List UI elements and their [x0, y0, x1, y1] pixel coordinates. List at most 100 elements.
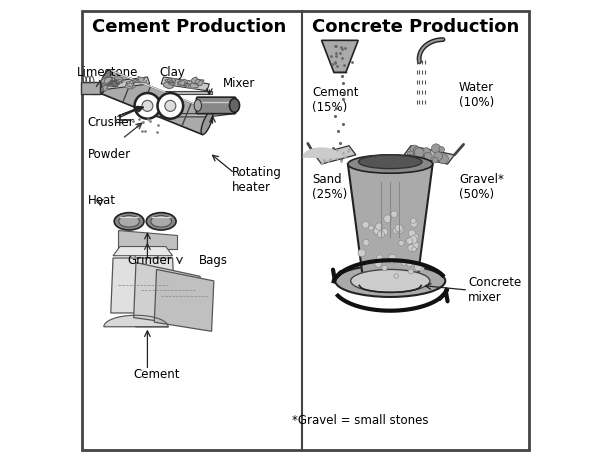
- Polygon shape: [177, 79, 188, 86]
- Text: Rotating
heater: Rotating heater: [232, 166, 282, 194]
- Text: Limestone: Limestone: [77, 66, 138, 79]
- Circle shape: [434, 152, 442, 160]
- Text: Concrete Production: Concrete Production: [312, 18, 519, 35]
- Polygon shape: [132, 80, 141, 83]
- Ellipse shape: [335, 265, 445, 297]
- Circle shape: [134, 93, 160, 118]
- Circle shape: [413, 234, 419, 239]
- Circle shape: [381, 229, 388, 235]
- Polygon shape: [164, 82, 174, 89]
- Circle shape: [431, 144, 441, 153]
- Circle shape: [413, 157, 419, 163]
- FancyBboxPatch shape: [81, 82, 100, 94]
- Polygon shape: [165, 79, 174, 83]
- Circle shape: [395, 224, 403, 232]
- Polygon shape: [112, 80, 119, 86]
- Circle shape: [391, 211, 397, 218]
- Polygon shape: [404, 146, 455, 164]
- Circle shape: [396, 225, 404, 233]
- Circle shape: [376, 260, 382, 266]
- Text: Grinder: Grinder: [127, 254, 172, 267]
- Polygon shape: [315, 146, 356, 164]
- Circle shape: [375, 260, 382, 267]
- Polygon shape: [100, 70, 211, 135]
- Text: Concrete
mixer: Concrete mixer: [468, 276, 521, 304]
- Polygon shape: [191, 77, 201, 84]
- Circle shape: [404, 154, 414, 164]
- Text: Cement
(15%): Cement (15%): [312, 86, 359, 114]
- Polygon shape: [169, 81, 176, 86]
- Polygon shape: [321, 41, 358, 72]
- Polygon shape: [179, 80, 186, 85]
- Polygon shape: [108, 80, 119, 86]
- Circle shape: [384, 215, 392, 223]
- Text: Sand
(25%): Sand (25%): [312, 173, 348, 201]
- Polygon shape: [92, 91, 211, 95]
- Circle shape: [409, 152, 419, 161]
- Ellipse shape: [201, 111, 213, 135]
- Polygon shape: [104, 315, 168, 327]
- Polygon shape: [113, 247, 173, 256]
- Polygon shape: [156, 114, 235, 117]
- Circle shape: [415, 154, 424, 162]
- Ellipse shape: [194, 100, 202, 111]
- Circle shape: [378, 231, 384, 238]
- Ellipse shape: [359, 155, 422, 169]
- Polygon shape: [184, 83, 191, 87]
- Circle shape: [414, 148, 424, 158]
- Text: Bags: Bags: [199, 254, 229, 267]
- Circle shape: [439, 147, 445, 152]
- Polygon shape: [303, 148, 340, 157]
- Text: Water
(10%): Water (10%): [459, 81, 494, 109]
- Circle shape: [376, 223, 383, 230]
- Circle shape: [401, 260, 406, 266]
- Polygon shape: [189, 83, 199, 88]
- Circle shape: [422, 148, 431, 157]
- Circle shape: [382, 266, 387, 271]
- Circle shape: [424, 153, 432, 160]
- Ellipse shape: [114, 213, 144, 230]
- Circle shape: [406, 260, 412, 266]
- Polygon shape: [134, 263, 200, 327]
- Circle shape: [406, 238, 412, 244]
- Circle shape: [398, 240, 404, 246]
- Circle shape: [142, 100, 153, 112]
- Text: Gravel*
(50%): Gravel* (50%): [459, 173, 504, 201]
- Ellipse shape: [99, 70, 111, 94]
- Text: Powder: Powder: [88, 148, 131, 161]
- FancyBboxPatch shape: [82, 11, 529, 450]
- Text: Heat: Heat: [88, 194, 116, 207]
- Polygon shape: [137, 77, 147, 83]
- Circle shape: [433, 157, 438, 163]
- Circle shape: [158, 93, 183, 118]
- Circle shape: [389, 254, 396, 262]
- Text: *Gravel = small stones: *Gravel = small stones: [292, 414, 429, 427]
- Circle shape: [414, 147, 420, 154]
- Polygon shape: [111, 258, 175, 313]
- Polygon shape: [104, 77, 117, 84]
- Ellipse shape: [119, 216, 139, 227]
- Ellipse shape: [351, 269, 430, 292]
- Polygon shape: [92, 77, 150, 91]
- Circle shape: [390, 259, 395, 264]
- Polygon shape: [155, 269, 214, 331]
- Circle shape: [436, 153, 442, 160]
- Circle shape: [412, 242, 419, 249]
- Polygon shape: [118, 230, 177, 249]
- Circle shape: [414, 263, 422, 271]
- Circle shape: [376, 255, 382, 261]
- Circle shape: [411, 218, 416, 224]
- Circle shape: [165, 100, 176, 112]
- Circle shape: [408, 151, 414, 157]
- Polygon shape: [348, 164, 433, 285]
- Ellipse shape: [151, 216, 172, 227]
- Circle shape: [439, 154, 448, 164]
- Circle shape: [363, 239, 369, 246]
- Polygon shape: [101, 77, 113, 85]
- Polygon shape: [126, 80, 134, 87]
- Ellipse shape: [348, 155, 433, 173]
- Circle shape: [358, 249, 365, 257]
- Text: Cement: Cement: [133, 368, 180, 381]
- Circle shape: [412, 154, 420, 162]
- Circle shape: [362, 221, 369, 228]
